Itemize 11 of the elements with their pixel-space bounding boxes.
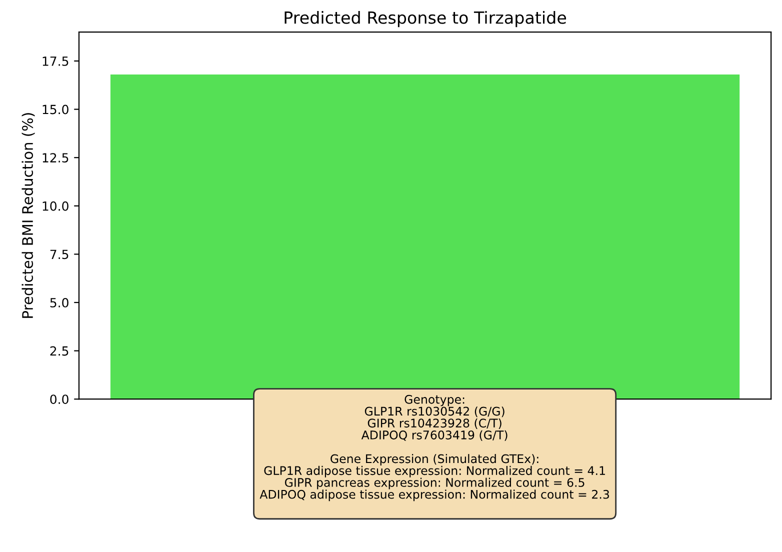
chart-title: Predicted Response to Tirzapatide [284,11,566,28]
annotation: Genotype: GLP1R rs1030542 (G/G) GIPR rs10423928 (C/T) ADIPOQ rs7603419 (G/T) Gene Expression (Simulated GTEx): GLP1R adipose tissue expression: Normalized count = 4.1 GIPR pancreas expression: Normalized count = 6.5 ADIPOQ adipose tissue expression: Normalized count = 2.3 [260,394,609,502]
y-tick-label: 5.0 [50,298,68,308]
y-tick-label: 2.5 [50,346,68,356]
y-tick-label: 0.0 [50,394,68,404]
y-tick-label: 17.5 [42,56,68,66]
y-tick-label: 12.5 [42,153,68,163]
y-tick-label: 10.0 [42,201,68,211]
y-tick-label: 15.0 [42,104,68,114]
y-axis-title: Predicted BMI Reduction (%) [22,113,35,318]
y-tick-label: 7.5 [50,250,68,260]
